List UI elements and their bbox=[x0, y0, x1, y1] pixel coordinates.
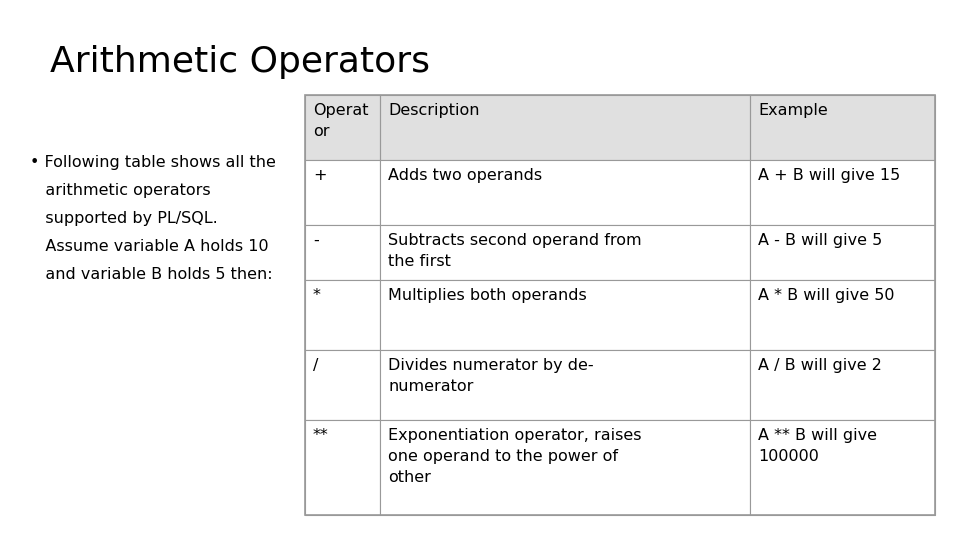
Text: Operat
or: Operat or bbox=[313, 103, 369, 139]
Bar bbox=[305, 160, 380, 225]
Bar bbox=[380, 95, 750, 160]
Bar bbox=[380, 160, 750, 225]
Bar bbox=[750, 420, 935, 515]
Bar bbox=[750, 350, 935, 420]
Text: Multiplies both operands: Multiplies both operands bbox=[388, 288, 587, 303]
Bar bbox=[305, 95, 935, 515]
Text: Example: Example bbox=[758, 103, 828, 118]
Text: supported by PL/SQL.: supported by PL/SQL. bbox=[30, 211, 218, 226]
Bar bbox=[750, 160, 935, 225]
Bar bbox=[750, 95, 935, 160]
Bar bbox=[305, 225, 380, 280]
Text: A + B will give 15: A + B will give 15 bbox=[758, 168, 900, 183]
Text: A ** B will give
100000: A ** B will give 100000 bbox=[758, 428, 877, 464]
Text: and variable B holds 5 then:: and variable B holds 5 then: bbox=[30, 267, 273, 282]
Text: A / B will give 2: A / B will give 2 bbox=[758, 358, 882, 373]
Text: **: ** bbox=[313, 428, 328, 443]
Text: Subtracts second operand from
the first: Subtracts second operand from the first bbox=[388, 233, 641, 269]
Bar bbox=[305, 95, 935, 160]
Bar bbox=[305, 95, 380, 160]
Bar bbox=[380, 350, 750, 420]
Text: A - B will give 5: A - B will give 5 bbox=[758, 233, 882, 248]
Text: Description: Description bbox=[388, 103, 479, 118]
Bar bbox=[750, 280, 935, 350]
Text: /: / bbox=[313, 358, 319, 373]
Text: Arithmetic Operators: Arithmetic Operators bbox=[50, 45, 430, 79]
Text: Assume variable A holds 10: Assume variable A holds 10 bbox=[30, 239, 269, 254]
Bar bbox=[380, 280, 750, 350]
Text: +: + bbox=[313, 168, 326, 183]
Bar bbox=[750, 225, 935, 280]
Text: Adds two operands: Adds two operands bbox=[388, 168, 542, 183]
Bar bbox=[380, 420, 750, 515]
Bar bbox=[305, 420, 380, 515]
Text: A * B will give 50: A * B will give 50 bbox=[758, 288, 895, 303]
Bar bbox=[305, 280, 380, 350]
Text: -: - bbox=[313, 233, 319, 248]
Bar bbox=[380, 225, 750, 280]
Text: Exponentiation operator, raises
one operand to the power of
other: Exponentiation operator, raises one oper… bbox=[388, 428, 641, 485]
Bar bbox=[305, 350, 380, 420]
Text: • Following table shows all the: • Following table shows all the bbox=[30, 155, 276, 170]
Text: Divides numerator by de-
numerator: Divides numerator by de- numerator bbox=[388, 358, 593, 394]
Text: arithmetic operators: arithmetic operators bbox=[30, 183, 210, 198]
Text: *: * bbox=[313, 288, 321, 303]
